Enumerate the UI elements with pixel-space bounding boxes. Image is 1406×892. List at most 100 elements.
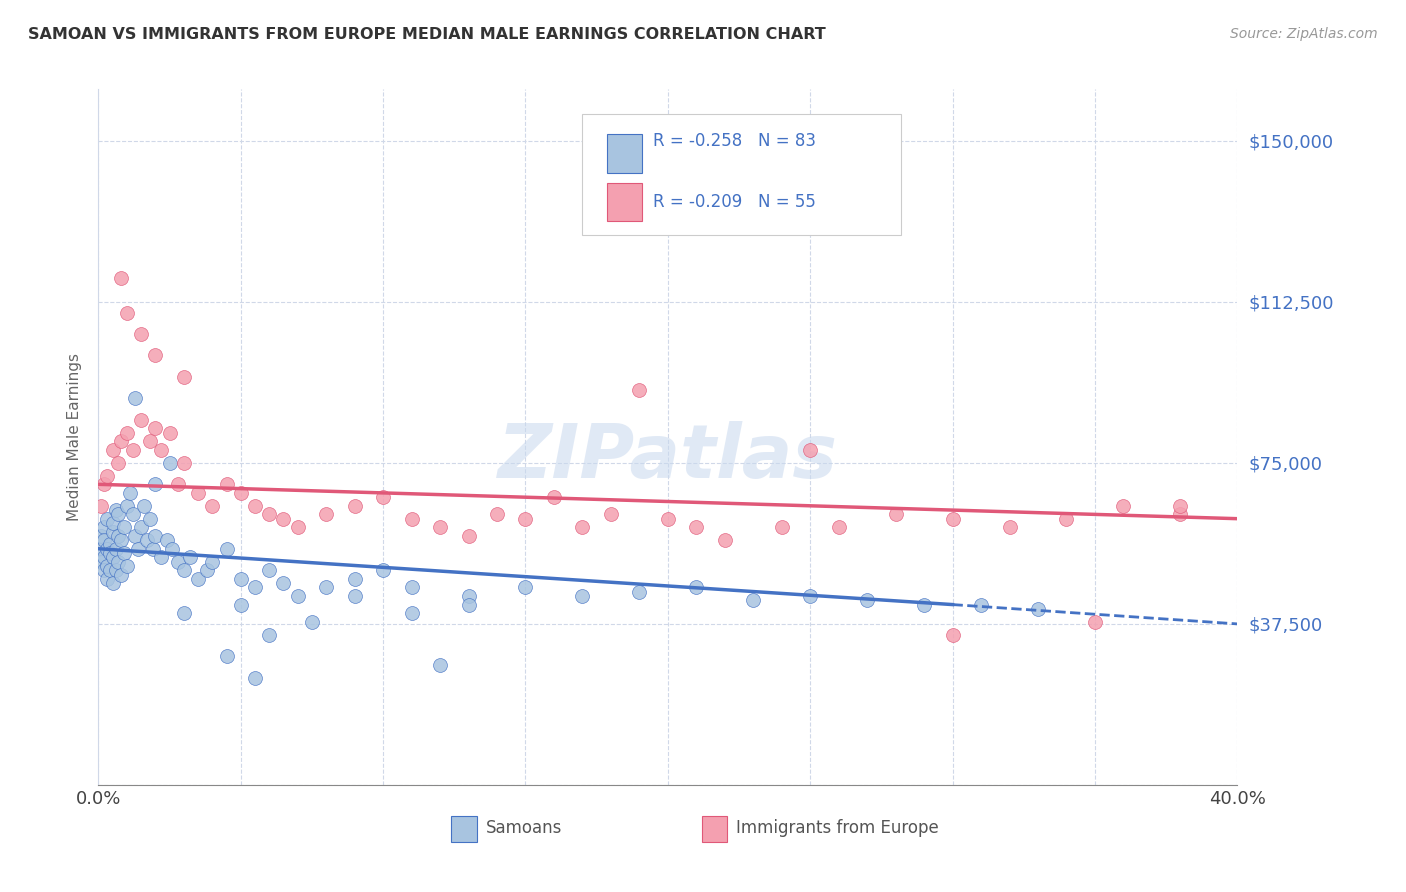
Point — [138, 511, 160, 525]
Point — [301, 615, 323, 629]
Point — [101, 576, 124, 591]
Point — [98, 537, 121, 551]
Text: Source: ZipAtlas.com: Source: ZipAtlas.com — [1230, 27, 1378, 41]
Point — [628, 383, 651, 397]
Point — [127, 541, 149, 556]
Point — [167, 555, 190, 569]
Point — [685, 520, 707, 534]
Point — [486, 508, 509, 522]
Point — [457, 589, 479, 603]
Point — [141, 541, 163, 556]
Point — [110, 271, 132, 285]
Point — [628, 584, 651, 599]
FancyBboxPatch shape — [582, 113, 901, 235]
Point — [912, 598, 935, 612]
Point — [173, 563, 195, 577]
Y-axis label: Median Male Earnings: Median Male Earnings — [67, 353, 83, 521]
Text: Immigrants from Europe: Immigrants from Europe — [737, 819, 939, 837]
Point — [129, 413, 152, 427]
Point — [107, 508, 129, 522]
Point — [1112, 499, 1135, 513]
Point — [173, 456, 195, 470]
Point — [571, 520, 593, 534]
Point — [187, 572, 209, 586]
Point — [118, 486, 141, 500]
Point — [159, 425, 181, 440]
Point — [98, 546, 121, 560]
Point — [1026, 602, 1049, 616]
Point — [457, 529, 479, 543]
Point — [1056, 511, 1078, 525]
Point — [828, 520, 851, 534]
Point — [124, 529, 146, 543]
Point — [429, 657, 451, 672]
Point — [96, 558, 118, 573]
Point — [401, 581, 423, 595]
Point — [315, 508, 337, 522]
Point — [115, 425, 138, 440]
Point — [150, 442, 173, 457]
Point — [167, 477, 190, 491]
Point — [90, 555, 112, 569]
Point — [93, 533, 115, 548]
Point — [156, 533, 179, 548]
Point — [173, 606, 195, 620]
Point — [942, 627, 965, 641]
FancyBboxPatch shape — [607, 183, 641, 221]
Point — [101, 550, 124, 565]
Point — [243, 581, 266, 595]
Point — [1084, 615, 1107, 629]
Point — [287, 589, 309, 603]
Point — [970, 598, 993, 612]
Point — [150, 550, 173, 565]
Point — [138, 434, 160, 449]
Point — [401, 511, 423, 525]
Point — [315, 581, 337, 595]
Point — [259, 508, 281, 522]
Point — [1170, 508, 1192, 522]
Point — [714, 533, 737, 548]
FancyBboxPatch shape — [607, 135, 641, 173]
Point — [229, 486, 252, 500]
Point — [110, 434, 132, 449]
Point — [115, 499, 138, 513]
Point — [110, 567, 132, 582]
Point — [215, 541, 238, 556]
Point — [121, 508, 143, 522]
Point — [93, 563, 115, 577]
Point — [401, 606, 423, 620]
Point — [770, 520, 793, 534]
Point — [457, 598, 479, 612]
Point — [124, 392, 146, 406]
Point — [571, 589, 593, 603]
Point — [243, 499, 266, 513]
Point — [90, 499, 112, 513]
Point — [657, 511, 679, 525]
Point — [942, 511, 965, 525]
Point — [96, 468, 118, 483]
Point — [173, 370, 195, 384]
Point — [998, 520, 1021, 534]
Point — [600, 508, 623, 522]
Point — [98, 563, 121, 577]
Point — [543, 490, 565, 504]
Point — [135, 533, 157, 548]
Point — [343, 499, 366, 513]
Point — [115, 558, 138, 573]
Point — [90, 529, 112, 543]
Point — [243, 671, 266, 685]
Point — [201, 555, 224, 569]
Point — [104, 541, 127, 556]
Point — [145, 529, 167, 543]
Point — [132, 499, 155, 513]
Point — [515, 511, 537, 525]
Point — [145, 349, 167, 363]
Point — [201, 499, 224, 513]
Text: Samoans: Samoans — [485, 819, 562, 837]
FancyBboxPatch shape — [702, 815, 727, 842]
Point — [115, 305, 138, 319]
Point — [112, 546, 135, 560]
Point — [343, 589, 366, 603]
Point — [93, 550, 115, 565]
Point — [129, 326, 152, 341]
